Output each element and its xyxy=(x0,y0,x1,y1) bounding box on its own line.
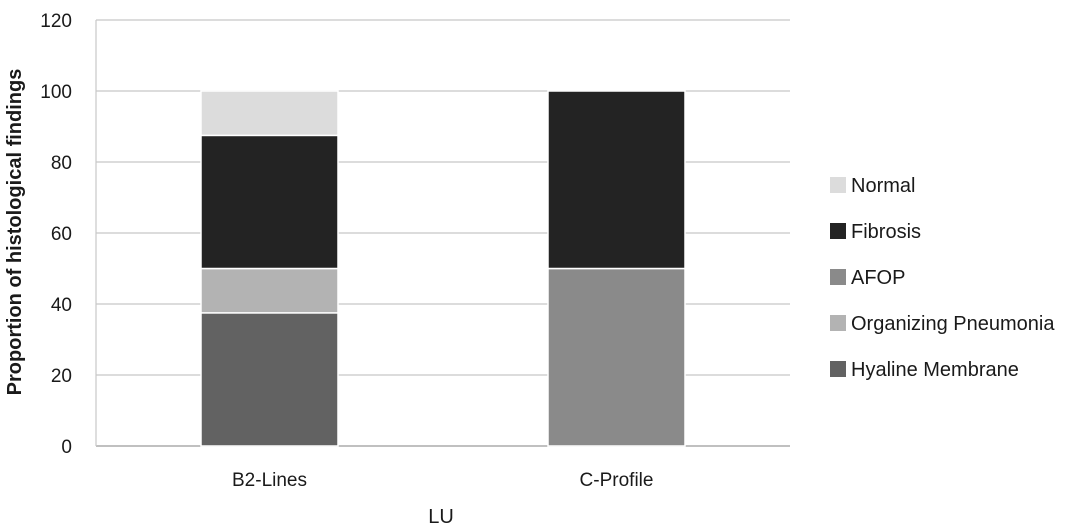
x-axis-title: LU xyxy=(428,506,454,528)
legend-label: Hyaline Membrane xyxy=(851,359,1019,381)
legend-swatch xyxy=(830,223,846,239)
y-axis-ticks: 0 20 40 60 80 100 120 xyxy=(40,11,72,458)
legend-swatch xyxy=(830,361,846,377)
x-axis-ticks: B2-Lines C-Profile xyxy=(232,470,653,491)
bar-segment-normal xyxy=(200,90,339,137)
legend: Normal Fibrosis AFOP Organizing Pneumonia Hy… xyxy=(830,175,1055,381)
legend-label: Fibrosis xyxy=(851,221,921,243)
legend-swatch xyxy=(830,177,846,193)
y-tick-label: 20 xyxy=(51,366,72,387)
legend-label: Organizing Pneumonia xyxy=(851,313,1055,335)
bar-segment-organizing-pneumonia xyxy=(200,267,339,314)
x-tick-label: C-Profile xyxy=(580,470,654,491)
legend-label: AFOP xyxy=(851,267,905,289)
y-tick-label: 80 xyxy=(51,153,72,174)
y-tick-label: 100 xyxy=(40,82,72,103)
y-tick-label: 120 xyxy=(40,11,72,32)
bar-segment-fibrosis xyxy=(200,134,339,270)
legend-swatch xyxy=(830,269,846,285)
legend-swatch xyxy=(830,315,846,331)
gridlines xyxy=(95,19,790,447)
y-tick-label: 0 xyxy=(61,437,72,458)
y-tick-label: 40 xyxy=(51,295,72,316)
y-axis-title: Proportion of histological findings xyxy=(4,69,26,396)
legend-label: Normal xyxy=(851,175,915,197)
y-tick-label: 60 xyxy=(51,224,72,245)
bar-segment-fibrosis xyxy=(547,90,686,270)
x-tick-label: B2-Lines xyxy=(232,470,307,491)
bar-segment-afop xyxy=(547,267,686,447)
bar-segment-hyaline-membrane xyxy=(200,312,339,447)
bars xyxy=(200,90,686,447)
